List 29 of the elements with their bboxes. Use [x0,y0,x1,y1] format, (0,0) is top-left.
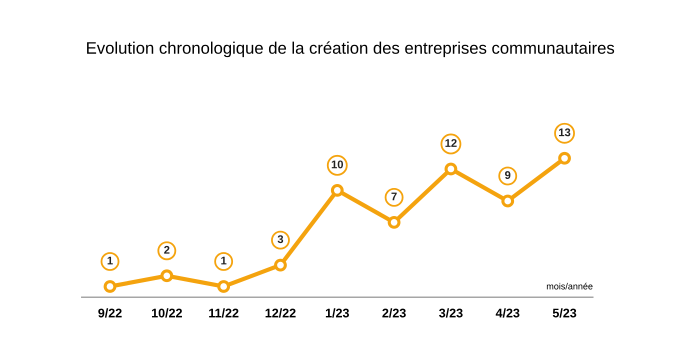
point [104,280,116,293]
x-tick-label: 3/23 [439,308,463,318]
x-tick-label: 2/23 [382,308,406,318]
point [217,280,230,293]
point [388,216,400,229]
x-tick-label: 12/22 [266,308,296,318]
x-axis-title: mois/année [546,282,593,290]
point [444,162,458,176]
x-tick-label: 5/23 [552,308,576,318]
data-label: 7 [391,192,397,200]
point [330,184,344,197]
data-label: 9 [505,171,510,179]
point [558,152,571,165]
data-label: 13 [559,128,570,136]
point [501,194,514,208]
point [160,269,174,282]
x-tick-label: 4/23 [496,308,520,318]
data-label: 1 [108,256,113,264]
x-tick-label: 11/22 [209,308,238,318]
x-tick-label: 1/23 [326,308,349,318]
x-tick-label: 10/22 [152,308,182,318]
point [274,258,287,272]
chart-title: Evolution chronologique de la création des entreprises communautaires [87,41,614,58]
data-label: 2 [164,246,170,254]
data-label: 10 [332,160,344,168]
data-label: 3 [278,235,284,244]
data-label: 12 [445,139,457,147]
x-tick-label: 9/22 [98,308,122,318]
data-label: 1 [221,256,226,264]
